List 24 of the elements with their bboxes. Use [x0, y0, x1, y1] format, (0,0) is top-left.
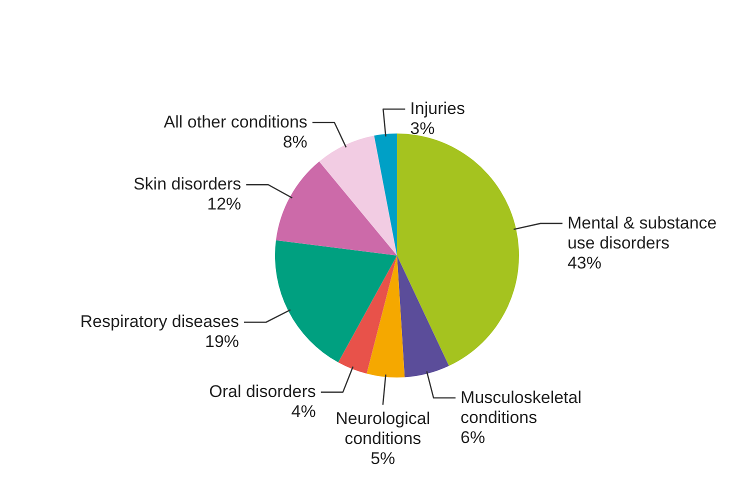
- slice-label: Injuries: [410, 99, 465, 118]
- pie-slice: [276, 161, 397, 256]
- data-label: 19%: [204, 332, 240, 352]
- data-label: 6%: [460, 428, 486, 447]
- data-label: 5%: [370, 448, 396, 468]
- pie-slice: [338, 256, 397, 374]
- slice-label: Respiratory diseases: [80, 312, 240, 332]
- pie-slice: [366, 256, 405, 378]
- slice-label: Oral disorders: [209, 382, 316, 402]
- data-label: 12%: [207, 194, 242, 214]
- data-label: 8%: [282, 132, 308, 152]
- slice-label: Mental & substance use disorders: [567, 213, 717, 252]
- pie-slice: [397, 256, 449, 378]
- data-label: 43%: [567, 253, 602, 272]
- slice-label: Neurological conditions: [336, 408, 430, 448]
- pie-slice: [397, 134, 519, 366]
- slice-label: Musculoskeletal conditions: [460, 388, 582, 427]
- data-label: 3%: [410, 119, 435, 138]
- pie-slice: [319, 136, 397, 256]
- slice-label: All other conditions: [164, 112, 308, 132]
- pie-slice: [275, 240, 397, 362]
- slice-label: Skin disorders: [133, 174, 242, 194]
- data-label: 4%: [291, 402, 316, 422]
- pie-slice: [374, 134, 397, 256]
